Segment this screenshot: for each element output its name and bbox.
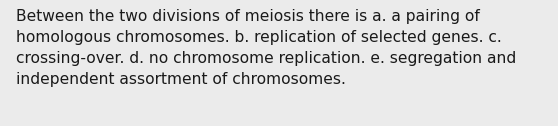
Text: Between the two divisions of meiosis there is a. a pairing of
homologous chromos: Between the two divisions of meiosis the… — [16, 9, 516, 87]
